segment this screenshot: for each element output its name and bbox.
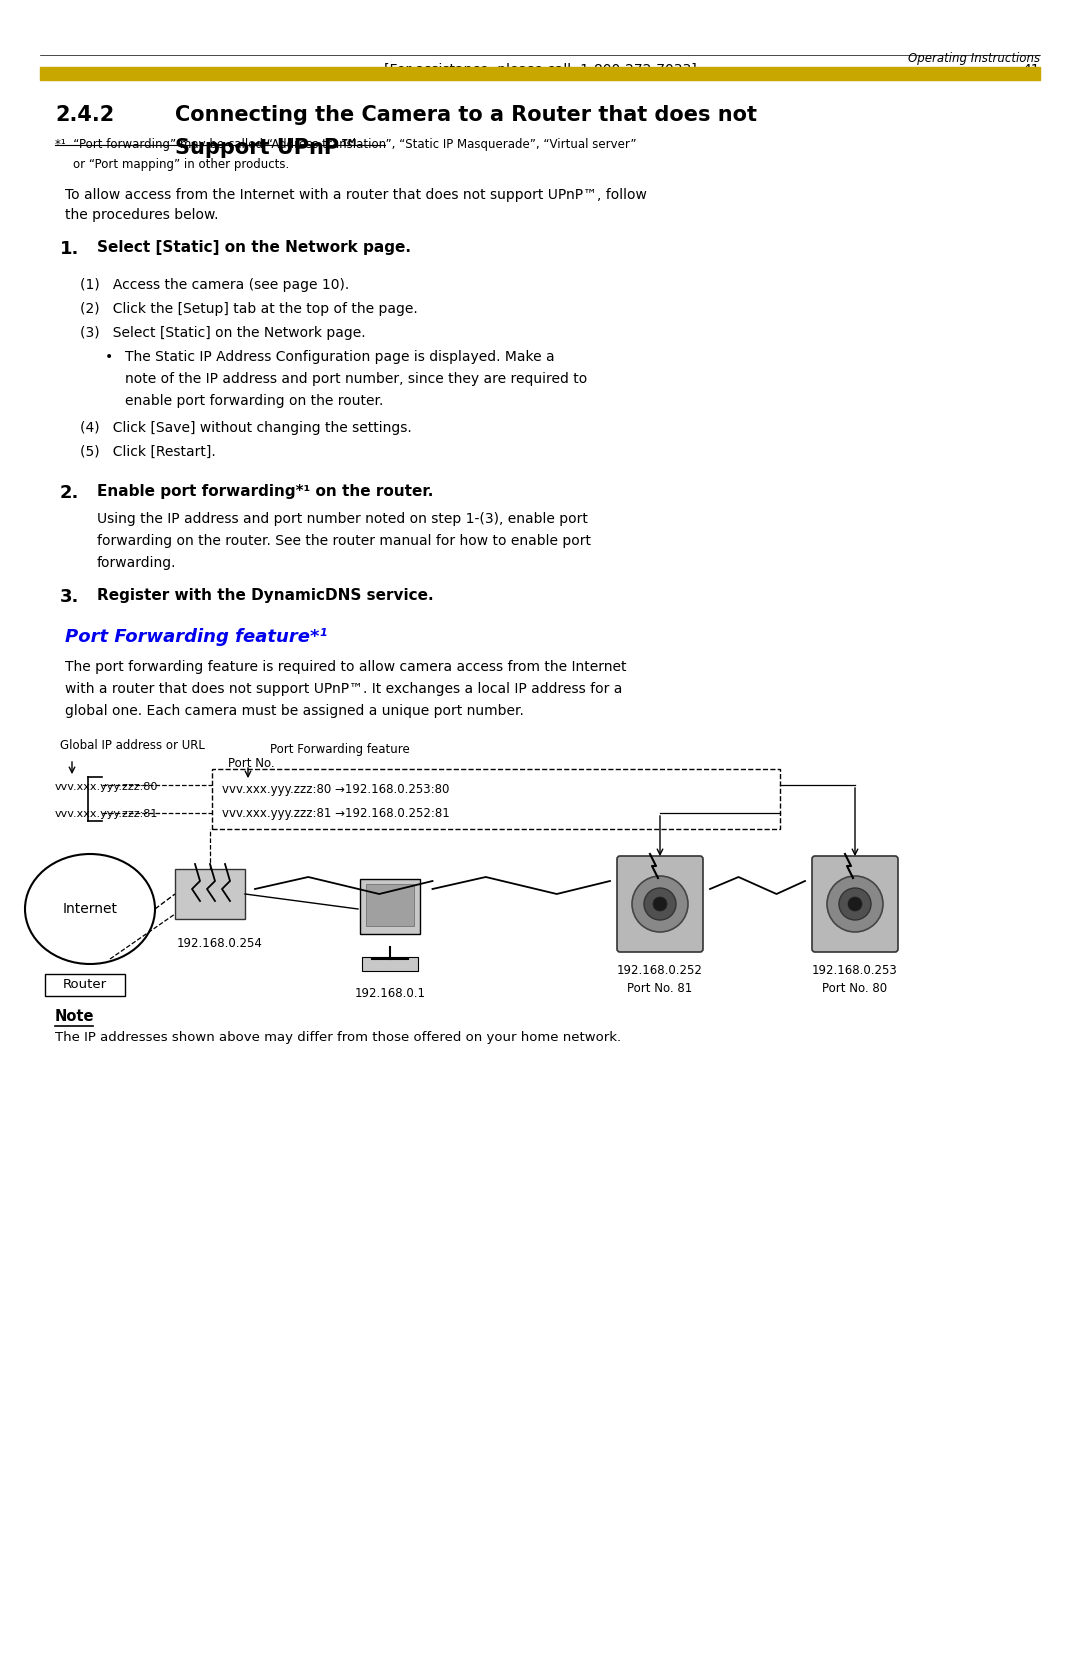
Text: with a router that does not support UPnP™. It exchanges a local IP address for a: with a router that does not support UPnP…	[65, 683, 622, 696]
Text: [For assistance, please call: 1-800-272-7033]: [For assistance, please call: 1-800-272-…	[383, 63, 697, 77]
Circle shape	[644, 888, 676, 920]
Text: vvv.xxx.yyy.zzz:80 →192.168.0.253:80: vvv.xxx.yyy.zzz:80 →192.168.0.253:80	[222, 783, 449, 796]
Text: (3)   Select [Static] on the Network page.: (3) Select [Static] on the Network page.	[80, 325, 366, 340]
Bar	[362, 956, 418, 971]
Text: Router: Router	[63, 978, 107, 991]
Text: Connecting the Camera to a Router that does not: Connecting the Camera to a Router that d…	[175, 105, 757, 125]
Text: 3.: 3.	[60, 587, 79, 606]
Text: Note: Note	[55, 1010, 95, 1025]
Text: 2.4.2: 2.4.2	[55, 105, 114, 125]
Text: note of the IP address and port number, since they are required to: note of the IP address and port number, …	[125, 372, 588, 386]
Text: Port No.: Port No.	[228, 758, 274, 769]
Text: 192.168.0.253: 192.168.0.253	[812, 965, 897, 976]
Text: 192.168.0.1: 192.168.0.1	[354, 986, 426, 1000]
Text: Port Forwarding feature: Port Forwarding feature	[270, 743, 409, 756]
Text: forwarding.: forwarding.	[97, 556, 176, 571]
Text: 192.168.0.254: 192.168.0.254	[177, 936, 262, 950]
Text: Using the IP address and port number noted on step 1-(3), enable port: Using the IP address and port number not…	[97, 512, 588, 526]
Text: Port No. 80: Port No. 80	[823, 981, 888, 995]
Text: Operating Instructions: Operating Instructions	[908, 52, 1040, 65]
Circle shape	[632, 876, 688, 931]
FancyBboxPatch shape	[617, 856, 703, 951]
Text: 41: 41	[1023, 63, 1040, 77]
Text: 2.: 2.	[60, 484, 79, 502]
Text: the procedures below.: the procedures below.	[65, 209, 218, 222]
Text: Register with the DynamicDNS service.: Register with the DynamicDNS service.	[97, 587, 434, 603]
Text: vvv.xxx.yyy.zzz:81 →192.168.0.252:81: vvv.xxx.yyy.zzz:81 →192.168.0.252:81	[222, 808, 449, 819]
Text: *¹  “Port forwarding” may be called “Address translation”, “Static IP Masquerade: *¹ “Port forwarding” may be called “Addr…	[55, 139, 636, 150]
FancyBboxPatch shape	[812, 856, 897, 951]
Text: •: •	[105, 350, 113, 364]
Text: Global IP address or URL: Global IP address or URL	[60, 739, 205, 753]
Bar	[366, 885, 414, 926]
Text: The Static IP Address Configuration page is displayed. Make a: The Static IP Address Configuration page…	[125, 350, 555, 364]
Text: (5)   Click [Restart].: (5) Click [Restart].	[80, 446, 216, 459]
Text: (2)   Click the [Setup] tab at the top of the page.: (2) Click the [Setup] tab at the top of …	[80, 302, 418, 315]
Text: Port No. 81: Port No. 81	[627, 981, 692, 995]
Bar	[40, 67, 1040, 80]
Text: (4)   Click [Save] without changing the settings.: (4) Click [Save] without changing the se…	[80, 421, 411, 436]
Text: enable port forwarding on the router.: enable port forwarding on the router.	[125, 394, 383, 407]
Circle shape	[827, 876, 883, 931]
Text: or “Port mapping” in other products.: or “Port mapping” in other products.	[73, 159, 289, 170]
Bar	[212, 769, 780, 829]
Text: 1.: 1.	[60, 240, 79, 259]
Text: Internet: Internet	[63, 901, 118, 916]
Text: vvv.xxx.yyy.zzz:80: vvv.xxx.yyy.zzz:80	[55, 783, 159, 793]
Bar	[360, 880, 420, 935]
Text: Select [Static] on the Network page.: Select [Static] on the Network page.	[97, 240, 411, 255]
Text: vvv.xxx.yyy.zzz:81: vvv.xxx.yyy.zzz:81	[55, 809, 159, 819]
Text: forwarding on the router. See the router manual for how to enable port: forwarding on the router. See the router…	[97, 534, 591, 547]
Text: To allow access from the Internet with a router that does not support UPnP™, fol: To allow access from the Internet with a…	[65, 189, 647, 202]
Text: Enable port forwarding*¹ on the router.: Enable port forwarding*¹ on the router.	[97, 484, 433, 499]
Circle shape	[653, 896, 667, 911]
Text: global one. Each camera must be assigned a unique port number.: global one. Each camera must be assigned…	[65, 704, 524, 718]
Bar	[175, 870, 245, 920]
Ellipse shape	[25, 855, 156, 965]
Text: The port forwarding feature is required to allow camera access from the Internet: The port forwarding feature is required …	[65, 659, 626, 674]
Text: Support UPnP™: Support UPnP™	[175, 139, 360, 159]
Text: (1)   Access the camera (see page 10).: (1) Access the camera (see page 10).	[80, 279, 349, 292]
Text: Port Forwarding feature*¹: Port Forwarding feature*¹	[65, 628, 327, 646]
Text: The IP addresses shown above may differ from those offered on your home network.: The IP addresses shown above may differ …	[55, 1031, 621, 1045]
Bar	[45, 975, 125, 996]
Circle shape	[839, 888, 870, 920]
Circle shape	[848, 896, 862, 911]
Text: 192.168.0.252: 192.168.0.252	[617, 965, 703, 976]
